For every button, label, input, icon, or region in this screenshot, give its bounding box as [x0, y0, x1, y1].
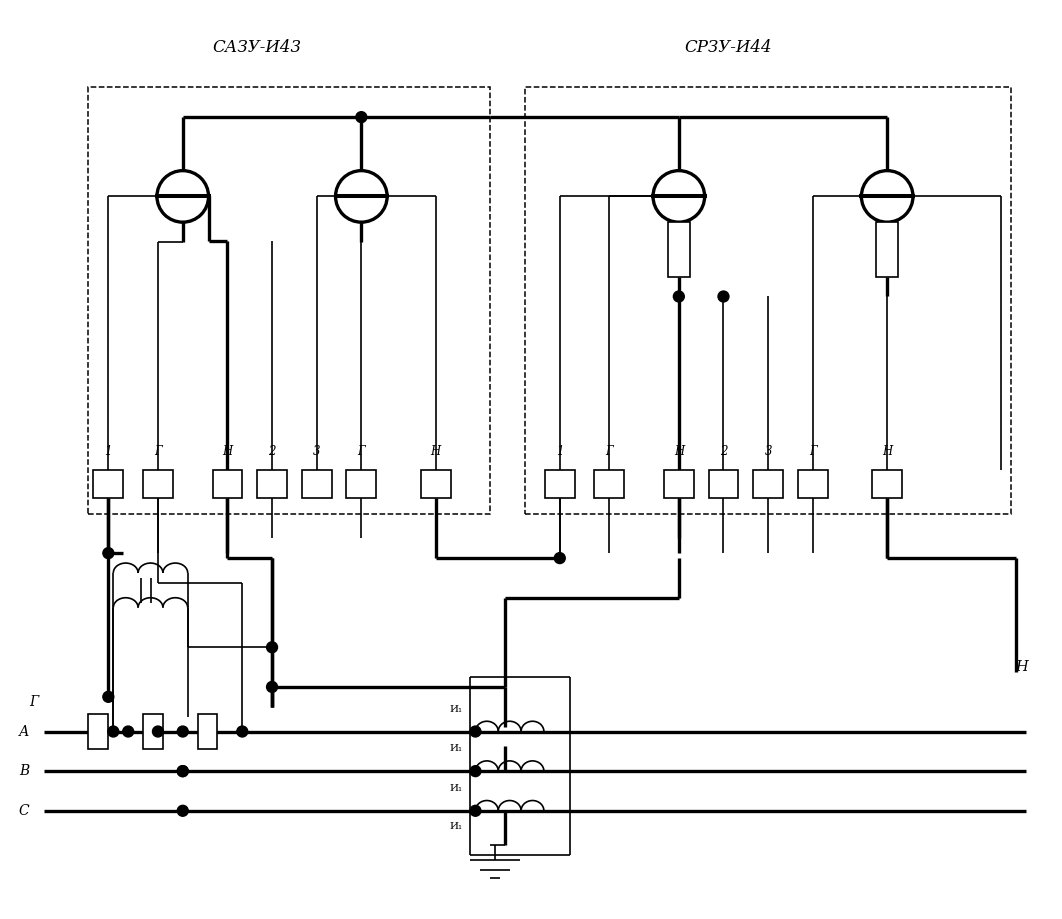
Bar	[212, 470, 242, 498]
Bar	[595, 470, 624, 498]
Bar	[257, 470, 287, 498]
Text: В: В	[19, 764, 29, 778]
Text: 1: 1	[104, 445, 113, 458]
Bar	[346, 470, 376, 498]
Bar	[421, 470, 450, 498]
Text: СРЗУ-И44: СРЗУ-И44	[685, 40, 772, 56]
Text: Г: Г	[30, 695, 38, 709]
Bar	[798, 470, 827, 498]
Text: Г: Г	[605, 445, 613, 458]
Circle shape	[356, 112, 366, 122]
Circle shape	[103, 548, 114, 559]
Bar	[143, 470, 173, 498]
Circle shape	[123, 726, 134, 737]
Circle shape	[470, 726, 481, 737]
Bar	[302, 470, 331, 498]
Text: И₁: И₁	[449, 784, 462, 793]
Text: 3: 3	[765, 445, 772, 458]
Text: А: А	[18, 724, 29, 739]
Text: САЗУ-И43: САЗУ-И43	[212, 40, 302, 56]
Circle shape	[237, 726, 247, 737]
Text: Н: Н	[1015, 660, 1028, 675]
Text: Н: Н	[430, 445, 441, 458]
Text: И₁: И₁	[449, 705, 462, 714]
Text: Н: Н	[673, 445, 684, 458]
Circle shape	[470, 766, 481, 777]
Text: И₁: И₁	[449, 744, 462, 754]
Circle shape	[177, 766, 188, 777]
Circle shape	[554, 552, 565, 563]
Text: С: С	[18, 804, 29, 818]
Bar	[88, 87, 491, 514]
Bar	[525, 87, 1011, 514]
Text: Г: Г	[358, 445, 365, 458]
Circle shape	[718, 291, 729, 302]
Bar	[668, 222, 689, 277]
Circle shape	[267, 682, 277, 692]
Bar	[876, 222, 898, 277]
Bar	[93, 470, 123, 498]
Text: 2: 2	[720, 445, 727, 458]
Text: 1: 1	[556, 445, 564, 458]
Text: Г: Г	[154, 445, 161, 458]
Circle shape	[177, 805, 188, 816]
Bar	[143, 714, 162, 749]
Bar	[872, 470, 902, 498]
Bar	[88, 714, 108, 749]
Circle shape	[108, 726, 119, 737]
Text: Н: Н	[222, 445, 233, 458]
Circle shape	[267, 641, 277, 652]
Bar	[545, 470, 575, 498]
Bar	[198, 714, 218, 749]
Circle shape	[177, 726, 188, 737]
Text: И₁: И₁	[449, 822, 462, 831]
Circle shape	[673, 291, 684, 302]
Bar	[753, 470, 783, 498]
Circle shape	[103, 691, 114, 702]
Text: Н: Н	[883, 445, 892, 458]
Text: 3: 3	[313, 445, 321, 458]
Text: 2: 2	[269, 445, 276, 458]
Bar	[664, 470, 693, 498]
Circle shape	[153, 726, 164, 737]
Text: Г: Г	[809, 445, 817, 458]
Circle shape	[177, 766, 188, 777]
Bar	[708, 470, 738, 498]
Circle shape	[470, 805, 481, 816]
